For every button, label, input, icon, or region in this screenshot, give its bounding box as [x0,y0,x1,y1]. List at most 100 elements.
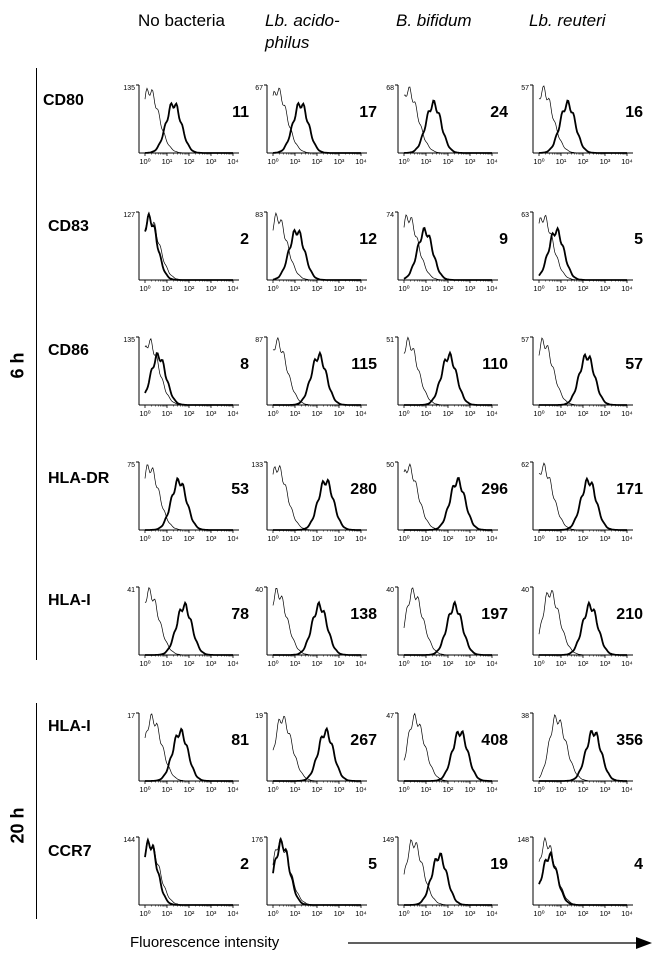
mfi-value: 8 [240,356,249,373]
column-header-no-bacteria: No bacteria [138,11,225,30]
control-histogram [538,85,627,154]
x-tick-label: 10³ [600,534,611,543]
control-histogram [538,836,627,906]
x-tick-label: 10⁰ [533,785,544,794]
x-tick-label: 10⁴ [486,157,498,166]
x-tick-label: 10⁰ [267,284,278,293]
x-tick-label: 10³ [465,284,476,293]
x-axis-label: Fluorescence intensity [130,934,280,951]
control-histogram [272,464,361,531]
sample-histogram [538,226,627,281]
x-tick-label: 10³ [334,157,345,166]
y-max-label: 51 [386,337,394,344]
x-tick-label: 10⁴ [355,785,367,794]
panel-6-h-cd86-b-bifidum: 51 10⁰ 10¹ 10² 10³ 10⁴ 110 [386,336,508,418]
mfi-value: 12 [359,231,377,248]
x-tick-label: 10² [578,909,589,918]
mfi-value: 267 [350,732,377,749]
x-tick-label: 10³ [206,785,217,794]
x-tick-label: 10⁴ [621,157,633,166]
panel-6-h-hla-i-lb-reuteri: 40 10⁰ 10¹ 10² 10³ 10⁴ 210 [521,586,643,668]
sample-histogram [144,837,233,906]
x-tick-label: 10³ [206,534,217,543]
x-tick-label: 10¹ [290,284,301,293]
x-tick-label: 10⁴ [621,534,633,543]
x-tick-label: 10⁴ [227,157,239,166]
x-tick-label: 10² [443,157,454,166]
mfi-value: 2 [240,856,249,873]
row-label-hla-i-20h: HLA-I [48,718,91,735]
sample-histogram [145,727,233,782]
x-tick-label: 10³ [465,659,476,668]
sample-histogram [539,352,627,406]
control-histogram [538,337,627,406]
sample-histogram [538,99,627,154]
x-tick-label: 10⁰ [267,534,278,543]
x-tick-label: 10¹ [162,157,173,166]
x-tick-label: 10³ [600,409,611,418]
x-tick-label: 10³ [334,284,345,293]
y-max-label: 50 [386,462,394,469]
x-tick-label: 10¹ [421,284,432,293]
panel-6-h-cd83-no-bacteria: 127 10⁰ 10¹ 10² 10³ 10⁴ 2 [123,211,249,293]
x-tick-label: 10⁰ [267,909,278,918]
x-tick-label: 10⁰ [139,284,150,293]
x-tick-label: 10⁰ [533,909,544,918]
x-tick-label: 10⁴ [621,659,633,668]
sample-histogram [404,729,492,782]
panel-6-h-hla-dr-no-bacteria: 75 10⁰ 10¹ 10² 10³ 10⁴ 53 [127,461,249,543]
sample-histogram [404,600,492,656]
panel-20-h-ccr7-lb-acido-philus: 176 10⁰ 10¹ 10² 10³ 10⁴ 5 [251,836,377,918]
x-tick-label: 10² [184,534,195,543]
x-tick-label: 10¹ [421,409,432,418]
x-tick-label: 10¹ [290,157,301,166]
y-max-label: 135 [123,337,135,344]
mfi-value: 280 [350,481,377,498]
x-tick-label: 10⁰ [267,409,278,418]
control-histogram [272,837,361,906]
x-tick-label: 10² [578,157,589,166]
control-histogram [272,211,361,281]
panel-20-h-ccr7-lb-reuteri: 148 10⁰ 10¹ 10² 10³ 10⁴ 4 [517,836,643,918]
y-max-label: 63 [521,212,529,219]
x-tick-label: 10⁰ [139,157,150,166]
column-header-lb-acidophilus: Lb. acido-philus [265,11,340,52]
row-label-cd83: CD83 [48,218,89,235]
x-tick-label: 10² [312,157,323,166]
mfi-value: 2 [240,231,249,248]
mfi-value: 138 [350,606,377,623]
panel-6-h-cd80-b-bifidum: 68 10⁰ 10¹ 10² 10³ 10⁴ 24 [386,84,508,166]
y-max-label: 40 [386,587,394,594]
panel-6-h-hla-dr-lb-acido-philus: 133 10⁰ 10¹ 10² 10³ 10⁴ 280 [251,461,377,543]
control-histogram [144,464,233,531]
mfi-value: 78 [231,606,249,623]
x-tick-label: 10⁴ [227,284,239,293]
panel-6-h-hla-i-lb-acido-philus: 40 10⁰ 10¹ 10² 10³ 10⁴ 138 [255,586,377,668]
x-tick-label: 10⁴ [621,409,633,418]
time-bracket-20h [36,703,37,919]
panel-6-h-cd80-lb-acido-philus: 67 10⁰ 10¹ 10² 10³ 10⁴ 17 [255,84,377,166]
x-tick-label: 10⁴ [355,534,367,543]
x-tick-label: 10¹ [162,659,173,668]
mfi-value: 5 [634,231,643,248]
sample-histogram [539,600,627,656]
y-max-label: 38 [521,713,529,720]
mfi-value: 57 [625,356,643,373]
x-tick-label: 10³ [334,785,345,794]
control-histogram [144,87,233,154]
mfi-value: 16 [625,104,643,121]
panel-6-h-cd83-lb-reuteri: 63 10⁰ 10¹ 10² 10³ 10⁴ 5 [521,211,643,293]
control-histogram [538,714,627,782]
row-label-cd86: CD86 [48,342,89,359]
x-tick-label: 10⁰ [533,157,544,166]
y-max-label: 57 [521,85,529,92]
panel-6-h-cd86-lb-reuteri: 57 10⁰ 10¹ 10² 10³ 10⁴ 57 [521,336,643,418]
x-tick-label: 10² [443,785,454,794]
x-tick-label: 10⁴ [355,284,367,293]
sample-histogram [404,350,492,406]
x-tick-label: 10² [184,909,195,918]
sample-histogram [273,726,361,782]
mfi-value: 171 [616,481,643,498]
sample-histogram [273,101,361,154]
